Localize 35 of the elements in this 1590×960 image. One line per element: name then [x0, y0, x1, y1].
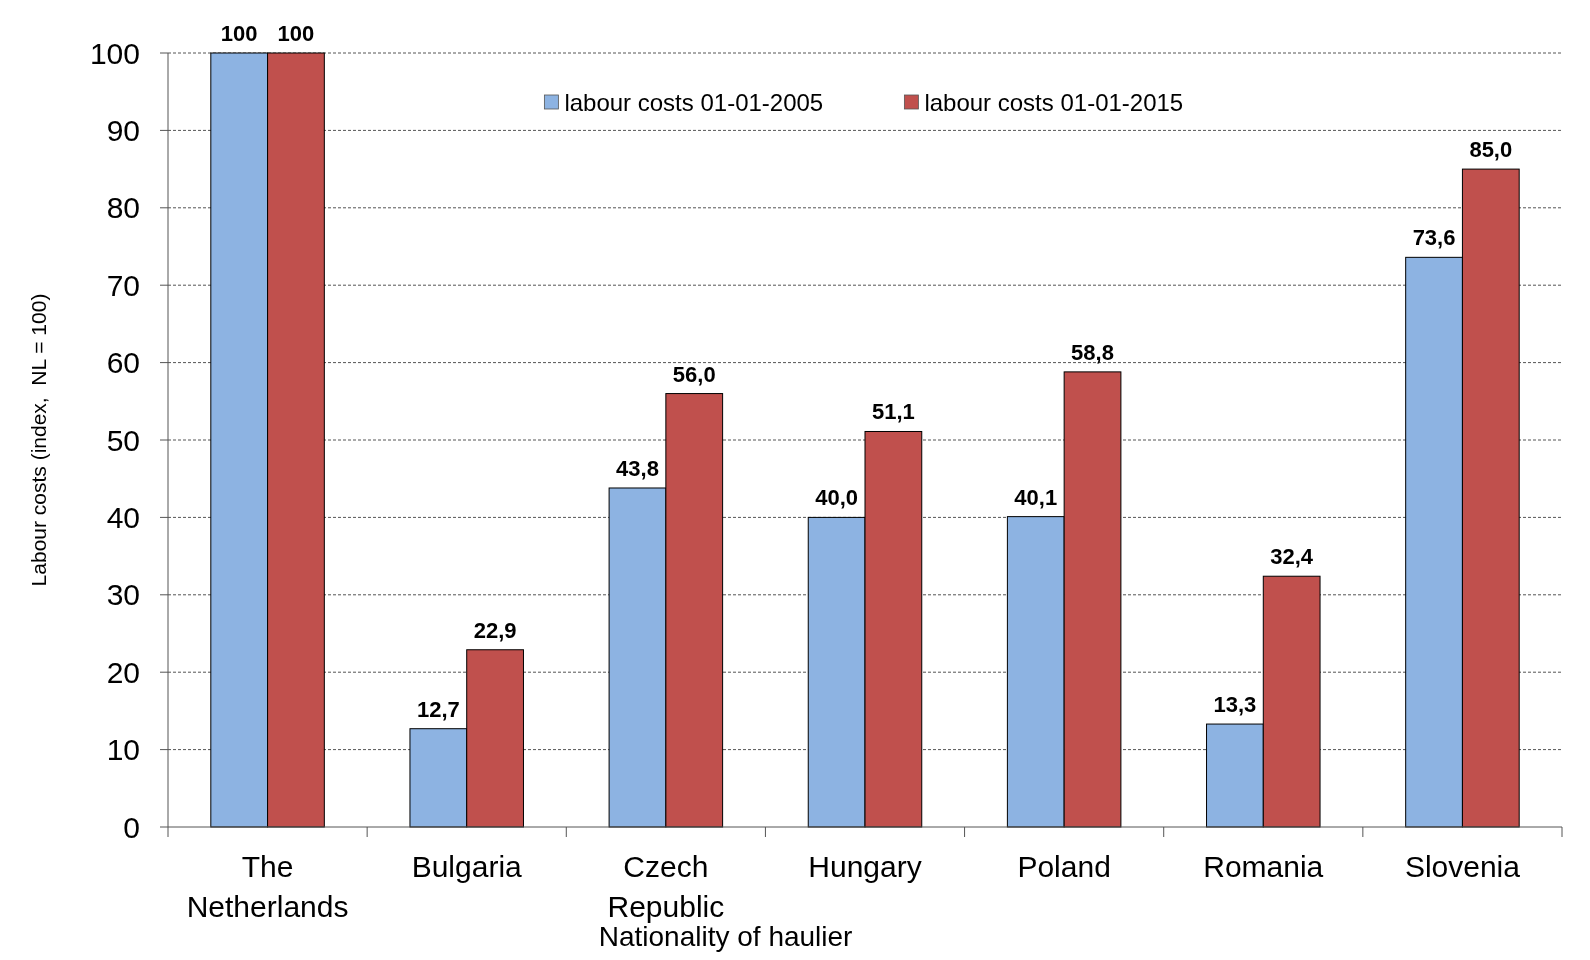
data-label: 40,1: [1014, 484, 1058, 510]
y-tick-label: 70: [106, 268, 140, 302]
y-tick-label: 10: [106, 733, 140, 767]
data-label: 43,8: [616, 455, 659, 481]
data-label: 85,0: [1469, 137, 1513, 163]
y-axis-title: Labour costs (index, NL = 100): [27, 293, 50, 587]
x-tick-label: Hungary: [808, 850, 922, 883]
legend-label: labour costs 01-01-2015: [924, 89, 1184, 117]
data-label: 73,6: [1412, 225, 1456, 251]
y-tick-label: 0: [123, 810, 140, 844]
y-tick-label: 20: [106, 655, 140, 689]
y-tick-label: 80: [106, 191, 140, 225]
y-tick-label: 90: [106, 113, 140, 147]
data-label: 58,8: [1071, 339, 1114, 365]
x-tick-label: Bulgaria: [411, 850, 523, 883]
data-label: 13,3: [1213, 692, 1257, 718]
data-label: 12,7: [416, 696, 460, 722]
y-tick-label: 30: [106, 578, 140, 612]
data-label: 22,9: [473, 617, 517, 643]
data-label: 100: [277, 21, 315, 46]
x-tick-label: Romania: [1203, 850, 1324, 883]
x-tick-label: Slovenia: [1404, 850, 1521, 883]
y-tick-label: 50: [106, 423, 140, 457]
y-tick-label: 40: [106, 500, 140, 534]
x-tick-label: Poland: [1017, 850, 1111, 883]
x-tick-label: The Netherlands: [186, 850, 349, 923]
data-label: 40,0: [815, 485, 859, 511]
legend-label: labour costs 01-01-2005: [564, 89, 824, 117]
data-label: 51,1: [871, 399, 915, 425]
data-label: 100: [220, 21, 258, 46]
y-tick-label: 60: [106, 346, 140, 380]
data-label: 56,0: [672, 361, 716, 387]
data-label: 32,4: [1270, 544, 1314, 570]
x-tick-label: Czech Republic: [607, 850, 725, 923]
y-tick-label: 100: [89, 36, 140, 70]
